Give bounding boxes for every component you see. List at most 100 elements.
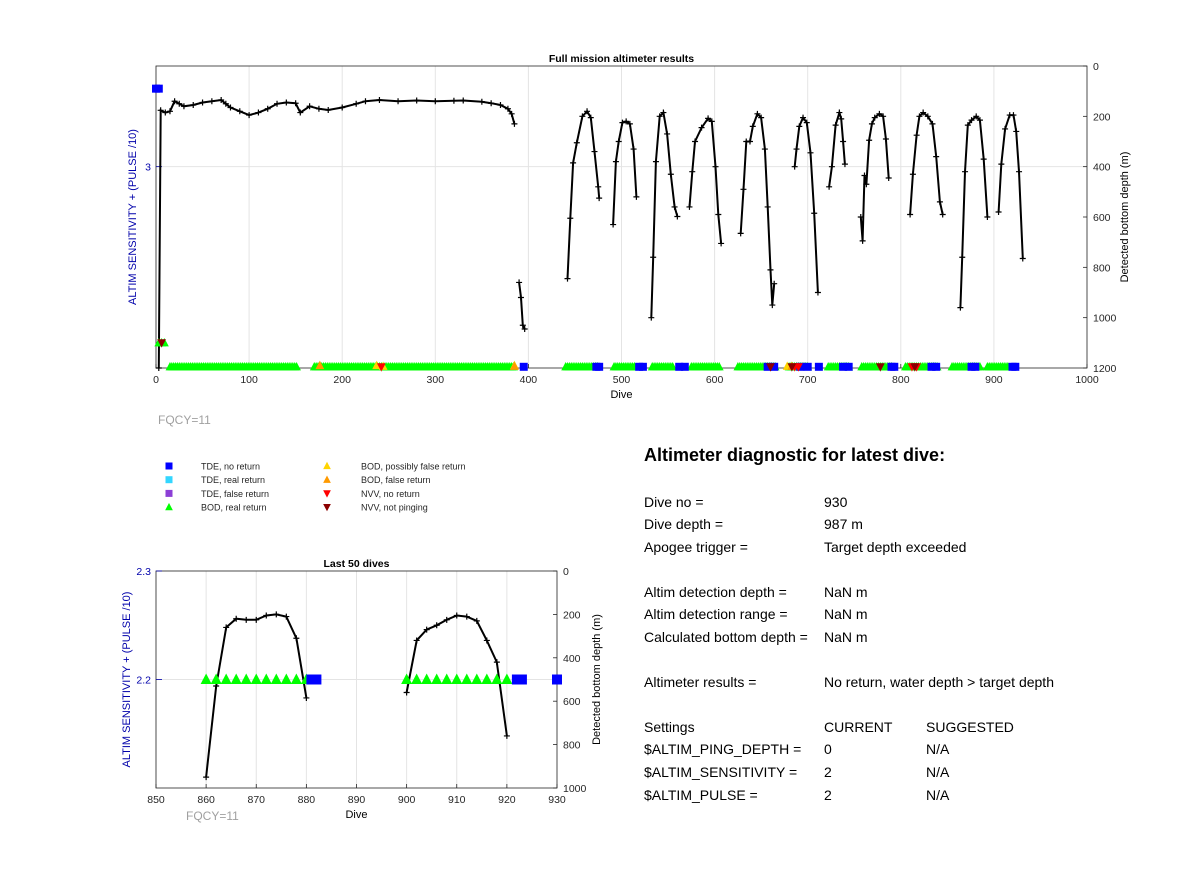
- depth-point: [841, 161, 848, 168]
- depth-point: [964, 122, 971, 129]
- bod-real-return-marker: [461, 673, 473, 684]
- depth-point: [880, 113, 887, 120]
- depth-point: [885, 174, 892, 181]
- depth-point: [264, 105, 271, 112]
- nvv-no-return-marker: [376, 363, 386, 372]
- y-right-tick-label: 0: [563, 566, 569, 578]
- x-tick-label: 880: [298, 794, 316, 806]
- depth-point: [916, 113, 923, 120]
- depth-point: [650, 254, 657, 261]
- depth-point: [1002, 125, 1009, 132]
- depth-point: [176, 100, 183, 107]
- tde-no-return-marker: [154, 84, 163, 93]
- settings-suggested-header: SUGGESTED: [926, 719, 1014, 735]
- setting-ping-depth-suggested: N/A: [926, 741, 950, 757]
- x-tick-label: 870: [247, 794, 265, 806]
- y-right-tick-label: 600: [1093, 212, 1111, 224]
- depth-point: [737, 230, 744, 237]
- tde-no-return-marker: [844, 362, 853, 371]
- legend-label: BOD, false return: [361, 475, 431, 485]
- tde-no-return-marker: [519, 362, 528, 371]
- depth-point: [450, 97, 457, 104]
- depth-point: [283, 99, 290, 106]
- depth-point: [157, 107, 164, 114]
- bod-real-return-marker: [441, 673, 453, 684]
- setting-pulse-suggested: N/A: [926, 787, 950, 803]
- depth-point: [836, 109, 843, 116]
- depth-point: [826, 183, 833, 190]
- depth-point: [339, 104, 346, 111]
- depth-point: [689, 168, 696, 175]
- depth-point: [913, 132, 920, 139]
- depth-point: [395, 98, 402, 105]
- fqcy-annotation: FQCY=11: [186, 809, 239, 823]
- setting-sensitivity-label: $ALTIM_SENSITIVITY =: [644, 764, 798, 780]
- settings-current-header: CURRENT: [824, 719, 893, 735]
- depth-point: [403, 689, 410, 696]
- depth-point: [503, 732, 510, 739]
- depth-point: [453, 612, 460, 619]
- depth-point: [612, 158, 619, 165]
- tde-no-return-marker: [770, 362, 779, 371]
- apogee-trigger-value: Target depth exceeded: [824, 539, 967, 555]
- depth-point: [517, 294, 524, 301]
- altim-detection-range-value: NaN m: [824, 606, 868, 622]
- y-right-axis-label: Detected bottom depth (m): [1119, 152, 1131, 283]
- depth-point: [263, 612, 270, 619]
- x-tick-label: 900: [398, 794, 416, 806]
- depth-point: [761, 146, 768, 153]
- x-tick-label: 920: [498, 794, 516, 806]
- x-tick-label: 300: [427, 374, 445, 386]
- bod-real-return-marker: [471, 673, 483, 684]
- tde-no-return-marker: [803, 362, 812, 371]
- depth-point: [615, 138, 622, 145]
- depth-point: [591, 148, 598, 155]
- depth-point: [929, 120, 936, 127]
- y-right-tick-label: 400: [563, 653, 581, 665]
- tde-no-return-marker: [516, 674, 527, 685]
- depth-point: [660, 109, 667, 116]
- depth-point: [656, 113, 663, 120]
- depth-line-segment: [518, 282, 526, 330]
- bod-false-return-legend-marker: [323, 475, 331, 483]
- tde-no-return-legend-marker: [165, 462, 173, 470]
- x-tick-label: 910: [448, 794, 466, 806]
- x-tick-label: 860: [197, 794, 215, 806]
- depth-point: [868, 120, 875, 127]
- depth-point: [648, 314, 655, 321]
- chart-title: Full mission altimeter results: [549, 53, 694, 65]
- depth-point: [253, 616, 260, 623]
- x-tick-label: 400: [520, 374, 538, 386]
- depth-point: [686, 203, 693, 210]
- depth-point: [199, 99, 206, 106]
- depth-point: [718, 240, 725, 247]
- tde-no-return-marker: [511, 674, 522, 685]
- depth-point: [573, 139, 580, 146]
- depth-point: [596, 195, 603, 202]
- depth-point: [353, 100, 360, 107]
- bod-real-return-marker: [401, 673, 413, 684]
- full-mission-chart: 0 100 200 300 400 500 600 700 800 900 1000 0 200 400 6…: [127, 53, 1131, 427]
- nvv-not-pinging-legend-marker: [323, 503, 331, 512]
- depth-point: [861, 172, 868, 179]
- depth-point: [800, 114, 807, 121]
- setting-ping-depth-label: $ALTIM_PING_DEPTH =: [644, 741, 802, 757]
- depth-point: [610, 221, 617, 228]
- legend-label: NVV, not pinging: [361, 503, 428, 513]
- depth-point: [213, 683, 220, 690]
- depth-point: [976, 117, 983, 124]
- depth-point: [674, 213, 681, 220]
- depth-point: [909, 171, 916, 178]
- depth-point: [619, 119, 626, 126]
- bod-real-return-marker: [220, 673, 232, 684]
- depth-point: [623, 118, 630, 125]
- depth-point: [664, 130, 671, 137]
- depth-point: [705, 115, 712, 122]
- y-right-tick-label: 1000: [1093, 313, 1117, 325]
- y-left-tick-label: 3: [145, 162, 151, 174]
- depth-point: [807, 149, 814, 156]
- depth-point: [1010, 112, 1017, 119]
- x-tick-label: 500: [613, 374, 631, 386]
- y-right-tick-label: 800: [563, 740, 581, 752]
